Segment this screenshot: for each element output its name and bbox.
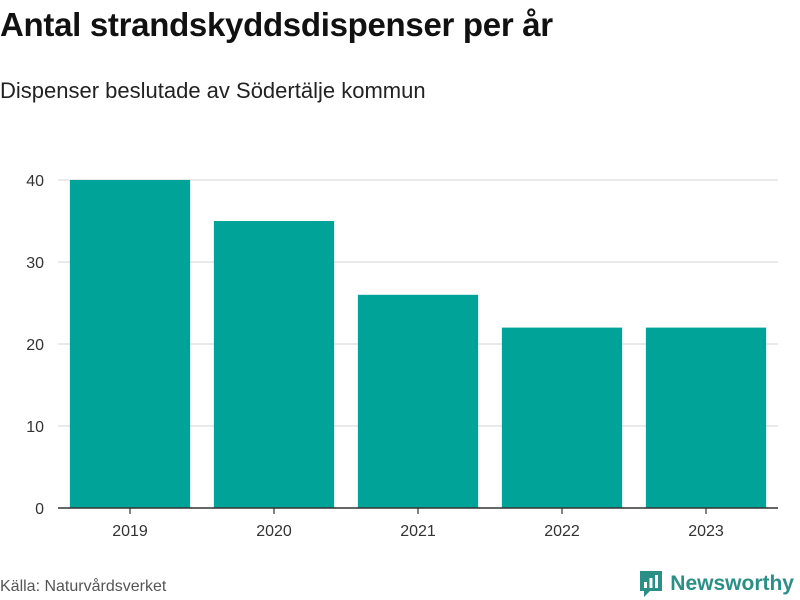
x-tick-label-2019: 2019 (112, 523, 148, 540)
y-tick-label-40: 40 (26, 173, 44, 190)
x-tick-label-2022: 2022 (544, 523, 580, 540)
y-tick-label-10: 10 (26, 419, 44, 436)
x-tick-label-2021: 2021 (400, 523, 436, 540)
bar-2022 (501, 327, 623, 508)
source-note: Källa: Naturvårdsverket (0, 578, 167, 595)
bar-2023 (645, 327, 767, 508)
axes: 0 10 20 30 40 2019 2020 2021 2022 2023 (26, 173, 778, 540)
bar-2019 (69, 180, 191, 508)
y-tick-label-20: 20 (26, 337, 44, 354)
brand-name: Newsworthy (670, 572, 794, 595)
newsworthy-chart-icon (640, 571, 663, 597)
chart-subtitle: Dispenser beslutade av Södertälje kommun (0, 78, 426, 103)
y-tick-label-30: 30 (26, 255, 44, 272)
newsworthy-logo: Newsworthy (638, 568, 794, 600)
x-tick-label-2020: 2020 (256, 523, 292, 540)
bar-chart: 0 10 20 30 40 2019 2020 2021 2022 2023 (26, 173, 778, 540)
x-tick-label-2023: 2023 (688, 523, 724, 540)
chart-title: Antal strandskyddsdispenser per år (0, 6, 553, 43)
bar-2021 (357, 294, 479, 508)
bar-2020 (213, 221, 335, 508)
y-tick-label-0: 0 (35, 501, 44, 518)
bars (69, 180, 767, 508)
